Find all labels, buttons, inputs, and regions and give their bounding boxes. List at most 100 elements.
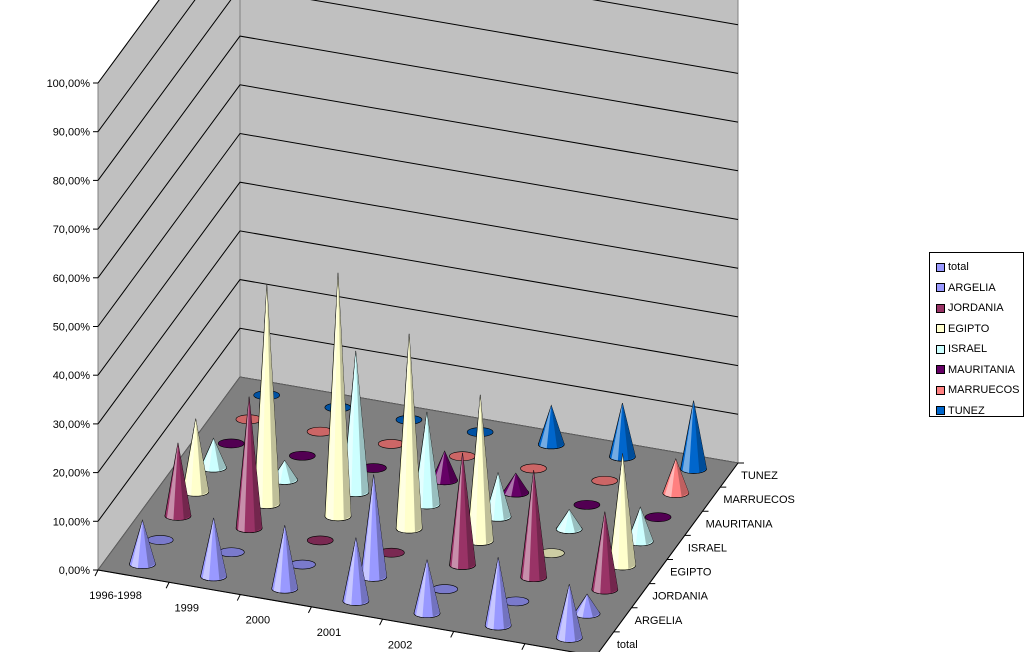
series-tick-label: MAURITANIA — [706, 518, 774, 530]
x-tick-mark — [450, 631, 455, 638]
cone-argelia-1 — [218, 547, 245, 558]
cone-shadow — [569, 509, 583, 533]
cone-shadow — [622, 453, 636, 570]
cone-total-1 — [200, 517, 227, 582]
cone-base — [289, 450, 316, 461]
cone-tunez-4 — [537, 404, 565, 450]
cone-shadow — [266, 284, 280, 508]
y-tick-label: 90,00% — [53, 127, 91, 139]
cone-jordania-6 — [591, 511, 619, 595]
cone-highlight — [131, 520, 143, 569]
legend-swatch — [936, 324, 945, 334]
cone-shadow — [480, 394, 494, 545]
cone-shadow — [498, 472, 512, 521]
y-tick-label: 50,00% — [53, 322, 91, 334]
cone-highlight — [558, 509, 570, 534]
x-axis-ticks: 1996-199819992000200120022003Total/Media — [89, 569, 576, 652]
cone-marruecos-2 — [377, 439, 405, 449]
legend-label: EGIPTO — [948, 322, 990, 335]
cone-total-4 — [413, 559, 441, 619]
cone-shadow — [462, 452, 476, 569]
cone-marruecos-5 — [591, 475, 618, 486]
cone-shadow — [284, 460, 298, 484]
cone-argelia-0 — [146, 535, 174, 545]
cone-marruecos-6 — [662, 458, 690, 498]
cone-shadow — [213, 517, 227, 581]
cone-highlight — [611, 403, 623, 461]
y-tick-label: 20,00% — [53, 468, 91, 480]
cone-egipto-2 — [324, 272, 352, 522]
cone-shadow — [498, 557, 512, 630]
cone-jordania-1 — [235, 396, 263, 533]
cone-base — [431, 584, 459, 594]
x-tick-mark — [236, 594, 241, 601]
cone-israel-5 — [555, 508, 583, 534]
cone-shadow — [675, 458, 689, 497]
cone-shadow — [444, 451, 458, 485]
cone-shadow — [409, 333, 423, 533]
cone-total-0 — [129, 519, 156, 569]
cone-shadow — [622, 403, 636, 461]
cone-shadow — [515, 473, 529, 497]
cone-shadow — [249, 396, 263, 532]
cone-highlight — [255, 284, 267, 509]
cone-highlight — [433, 451, 445, 485]
cone-tunez-5 — [609, 402, 636, 462]
cone-tunez-6 — [680, 400, 707, 474]
legend-label: MARRUECOS — [948, 384, 1020, 397]
cone-mauritania-0 — [217, 438, 245, 449]
series-axis-ticks: total ARGELIA JORDANIA EGIPTO ISRAEL MAURITAN… — [598, 462, 795, 652]
data-cones — [129, 272, 707, 643]
cone-egipto-1 — [253, 284, 281, 509]
y-tick-label: 80,00% — [53, 175, 91, 187]
cone-total-2 — [271, 525, 299, 594]
cone-egipto-4 — [466, 394, 494, 546]
cone-highlight — [273, 525, 285, 593]
legend-label: ISRAEL — [948, 343, 988, 356]
cone-highlight — [487, 557, 499, 630]
series-tick-label: TUNEZ — [741, 470, 778, 482]
legend-item: MAURITANIA — [936, 360, 1017, 381]
x-tick-label: 2002 — [388, 639, 412, 651]
gridline — [97, 132, 739, 327]
cone-highlight — [522, 470, 534, 582]
cone-mauritania-6 — [644, 512, 672, 522]
y-tick-label: 10,00% — [53, 516, 91, 528]
cone-shadow — [195, 418, 209, 496]
x-axis-line — [97, 569, 576, 652]
cone-argelia-6 — [573, 593, 601, 619]
legend-swatch — [936, 303, 945, 313]
cone-highlight — [451, 452, 463, 570]
legend-item: MARRUECOS — [936, 380, 1020, 401]
cone-argelia-3 — [360, 474, 387, 582]
x-tick-label: 2001 — [317, 627, 341, 639]
legend-swatch — [936, 406, 945, 416]
legend-label: MAURITANIA — [948, 363, 1016, 376]
cone-highlight — [166, 442, 178, 520]
cone-shadow — [213, 438, 227, 472]
cone-egipto-0 — [182, 418, 209, 497]
gridline — [97, 230, 739, 425]
y-tick-label: 40,00% — [53, 370, 91, 382]
cone-highlight — [344, 537, 356, 605]
cone-shadow — [426, 411, 440, 509]
cone-shadow — [284, 525, 298, 593]
cone-base — [591, 475, 618, 486]
legend-swatch — [936, 365, 945, 375]
legend-item: TUNEZ — [936, 401, 1017, 422]
cone-jordania-0 — [164, 442, 192, 521]
cone-highlight — [540, 405, 552, 449]
cone-base — [377, 439, 405, 449]
cone-shadow — [551, 405, 565, 449]
cone-highlight — [682, 400, 694, 473]
cone-shadow — [142, 520, 156, 568]
cone-shadow — [604, 511, 618, 594]
cone-shadow — [427, 559, 441, 618]
chart-walls — [97, 0, 739, 572]
cone-shadow — [355, 537, 369, 605]
gridline — [97, 327, 739, 522]
cone-base — [146, 535, 174, 545]
series-tick-label: ARGELIA — [635, 615, 683, 627]
gridline — [97, 0, 739, 132]
y-tick-label: 30,00% — [53, 419, 91, 431]
